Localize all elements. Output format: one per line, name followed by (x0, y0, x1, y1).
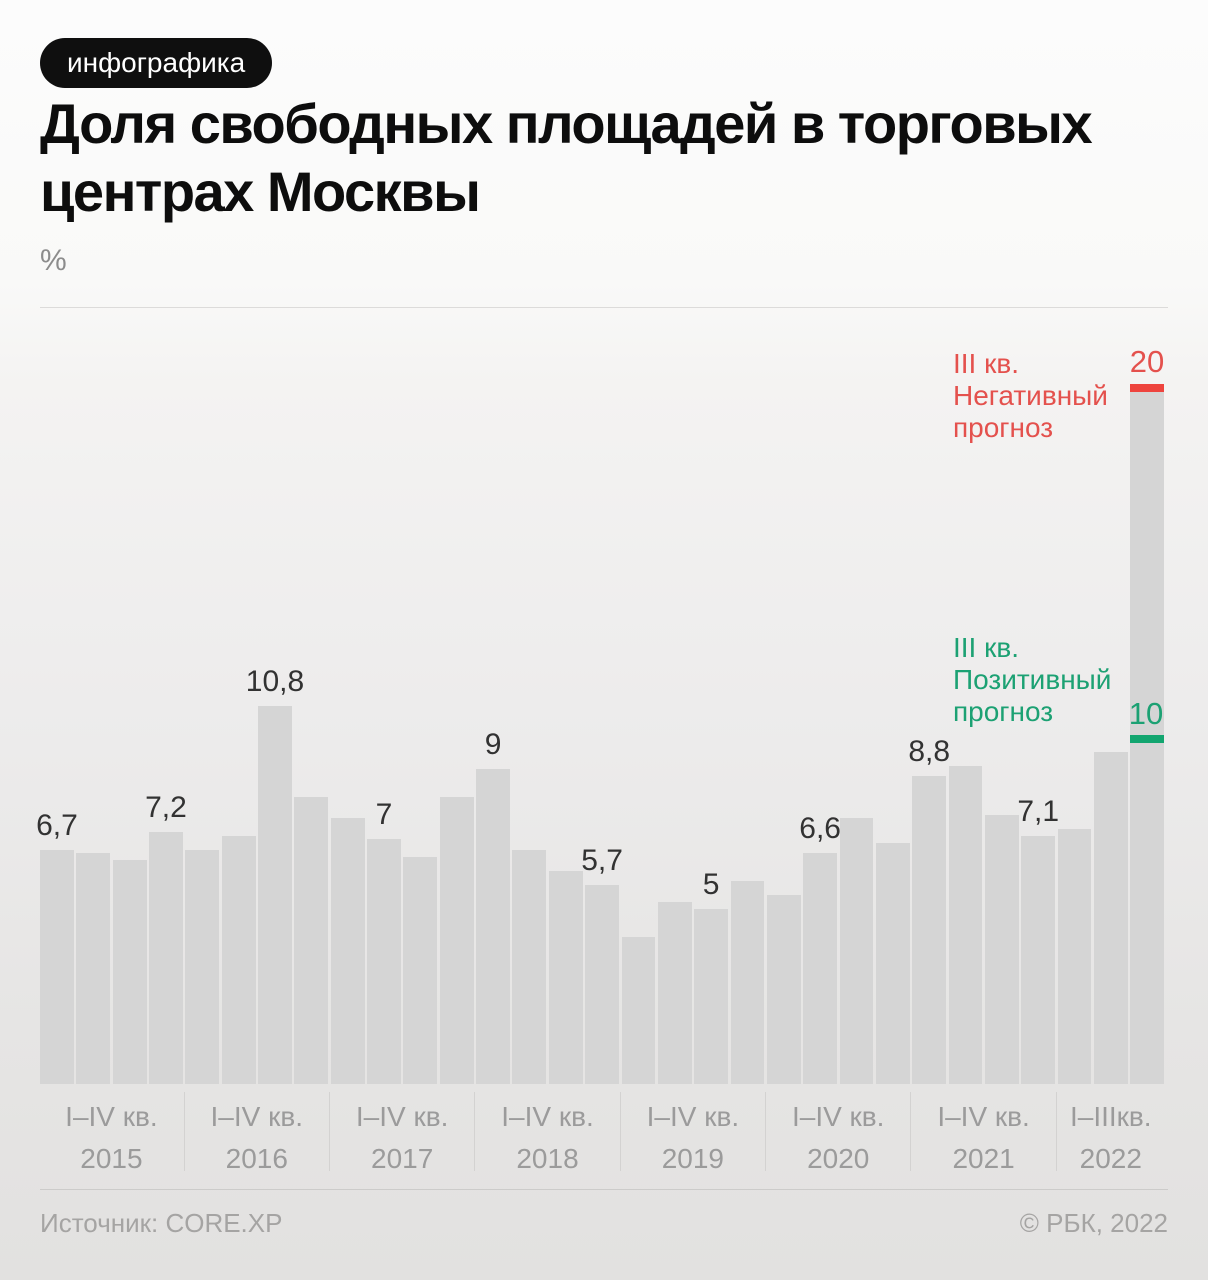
bar (76, 853, 111, 1084)
axis-group-2018: I–IV кв. 2018 (476, 1096, 619, 1180)
bar-value-label: 9 (484, 728, 502, 761)
bar: 6,6 (799, 812, 841, 1084)
bar-value-label: 5 (702, 868, 720, 901)
bar: 5,7 (581, 844, 623, 1084)
bar (1093, 751, 1128, 1084)
axis-quarters-label: I–IV кв. (501, 1101, 594, 1132)
bar-value-label: 10,8 (245, 665, 305, 698)
bar (1057, 828, 1092, 1084)
year-divider (328, 1092, 330, 1171)
axis-quarters-label: I–IV кв. (65, 1101, 158, 1132)
axis-quarters-label: I–IV кв. (646, 1101, 740, 1132)
bar: 9 (476, 728, 510, 1084)
bar (185, 849, 220, 1084)
bar-value-label: 8,8 (908, 735, 951, 768)
x-axis: I–IV кв. 2015 I–IV кв. 2016 I–IV кв. 2017 I–IV… (40, 1090, 1164, 1174)
axis-group-2020: I–IV кв. 2020 (767, 1096, 910, 1180)
unit-label: % (40, 244, 67, 277)
axis-year-label: 2016 (225, 1143, 288, 1174)
footer: Источник: CORE.XP © РБК, 2022 (40, 1208, 1168, 1239)
year-divider (619, 1092, 621, 1171)
bar (221, 835, 256, 1084)
axis-group-2016: I–IV кв. 2016 (185, 1096, 328, 1180)
bar-value-label: 6,6 (799, 812, 841, 845)
axis-quarters-label: I–IV кв. (355, 1101, 449, 1132)
bar (766, 895, 801, 1084)
footer-divider (40, 1189, 1168, 1190)
positive-forecast-value: 10 (1128, 696, 1164, 731)
year-divider (765, 1092, 767, 1171)
axis-group-2019: I–IV кв. 2019 (621, 1096, 764, 1180)
negative-forecast-cap (1130, 384, 1165, 392)
bar-value-label: 7 (375, 798, 393, 831)
bar (294, 797, 329, 1084)
bar: 7,2 (145, 791, 187, 1084)
bar-value-label: 7,2 (145, 791, 187, 824)
positive-forecast-annotation: III кв. Позитивный прогноз (953, 632, 1112, 727)
bar-value-label: 7,1 (1017, 794, 1060, 828)
source-label: Источник: CORE.XP (40, 1208, 283, 1238)
bar (839, 818, 874, 1084)
bar (512, 849, 547, 1084)
bar (548, 870, 583, 1084)
axis-year-label: 2015 (80, 1143, 143, 1174)
bar (403, 856, 438, 1084)
axis-group-2015: I–IV кв. 2015 (40, 1096, 183, 1180)
bar (730, 881, 765, 1084)
bar (439, 797, 474, 1084)
bar (621, 937, 656, 1084)
axis-year-label: 2018 (516, 1143, 579, 1174)
bar (657, 902, 692, 1084)
axis-quarters-label: I–IV кв. (210, 1101, 304, 1132)
axis-year-label: 2021 (952, 1143, 1015, 1174)
bar (875, 842, 910, 1084)
axis-year-label: 2022 (1079, 1143, 1142, 1174)
bar-value-label: 6,7 (36, 808, 78, 842)
bar: 10,8 (246, 665, 304, 1084)
forecast-bar (1130, 384, 1165, 1084)
axis-year-label: 2020 (807, 1143, 870, 1174)
header-divider (40, 307, 1168, 308)
bar: 7,1 (1017, 795, 1059, 1084)
axis-year-label: 2019 (661, 1143, 725, 1174)
bar: 8,8 (908, 735, 950, 1084)
year-divider (474, 1092, 476, 1171)
bar (330, 818, 365, 1084)
year-divider (183, 1092, 185, 1171)
year-divider (1055, 1092, 1057, 1171)
axis-group-2022: I–IIIкв. 2022 (1058, 1096, 1165, 1180)
bar-chart: 6,7 7,2 10,8 7 9 5,7 5 6,6 8,8 7,1 (36, 384, 1165, 1084)
bar (984, 814, 1019, 1084)
axis-quarters-label: I–IIIкв. (1069, 1101, 1152, 1132)
infographic-badge: инфографика (40, 38, 273, 88)
copyright-label: © РБК, 2022 (1019, 1208, 1168, 1238)
year-divider (910, 1092, 912, 1171)
bar: 6,7 (36, 809, 78, 1084)
negative-forecast-value: 20 (1129, 344, 1165, 379)
axis-group-2017: I–IV кв. 2017 (331, 1096, 474, 1180)
bar (948, 765, 983, 1084)
page-title: Доля свободных площадей в торговых центр… (40, 92, 1093, 223)
negative-forecast-annotation: III кв. Негативный прогноз (953, 348, 1108, 443)
axis-year-label: 2017 (371, 1143, 434, 1174)
bar: 5 (694, 868, 729, 1084)
positive-forecast-marker (1130, 735, 1165, 743)
bar: 7 (367, 798, 401, 1084)
bar (112, 860, 147, 1084)
axis-quarters-label: I–IV кв. (937, 1101, 1030, 1132)
axis-quarters-label: I–IV кв. (791, 1101, 885, 1132)
axis-group-2021: I–IV кв. 2021 (912, 1096, 1055, 1180)
bar-value-label: 5,7 (581, 843, 623, 877)
